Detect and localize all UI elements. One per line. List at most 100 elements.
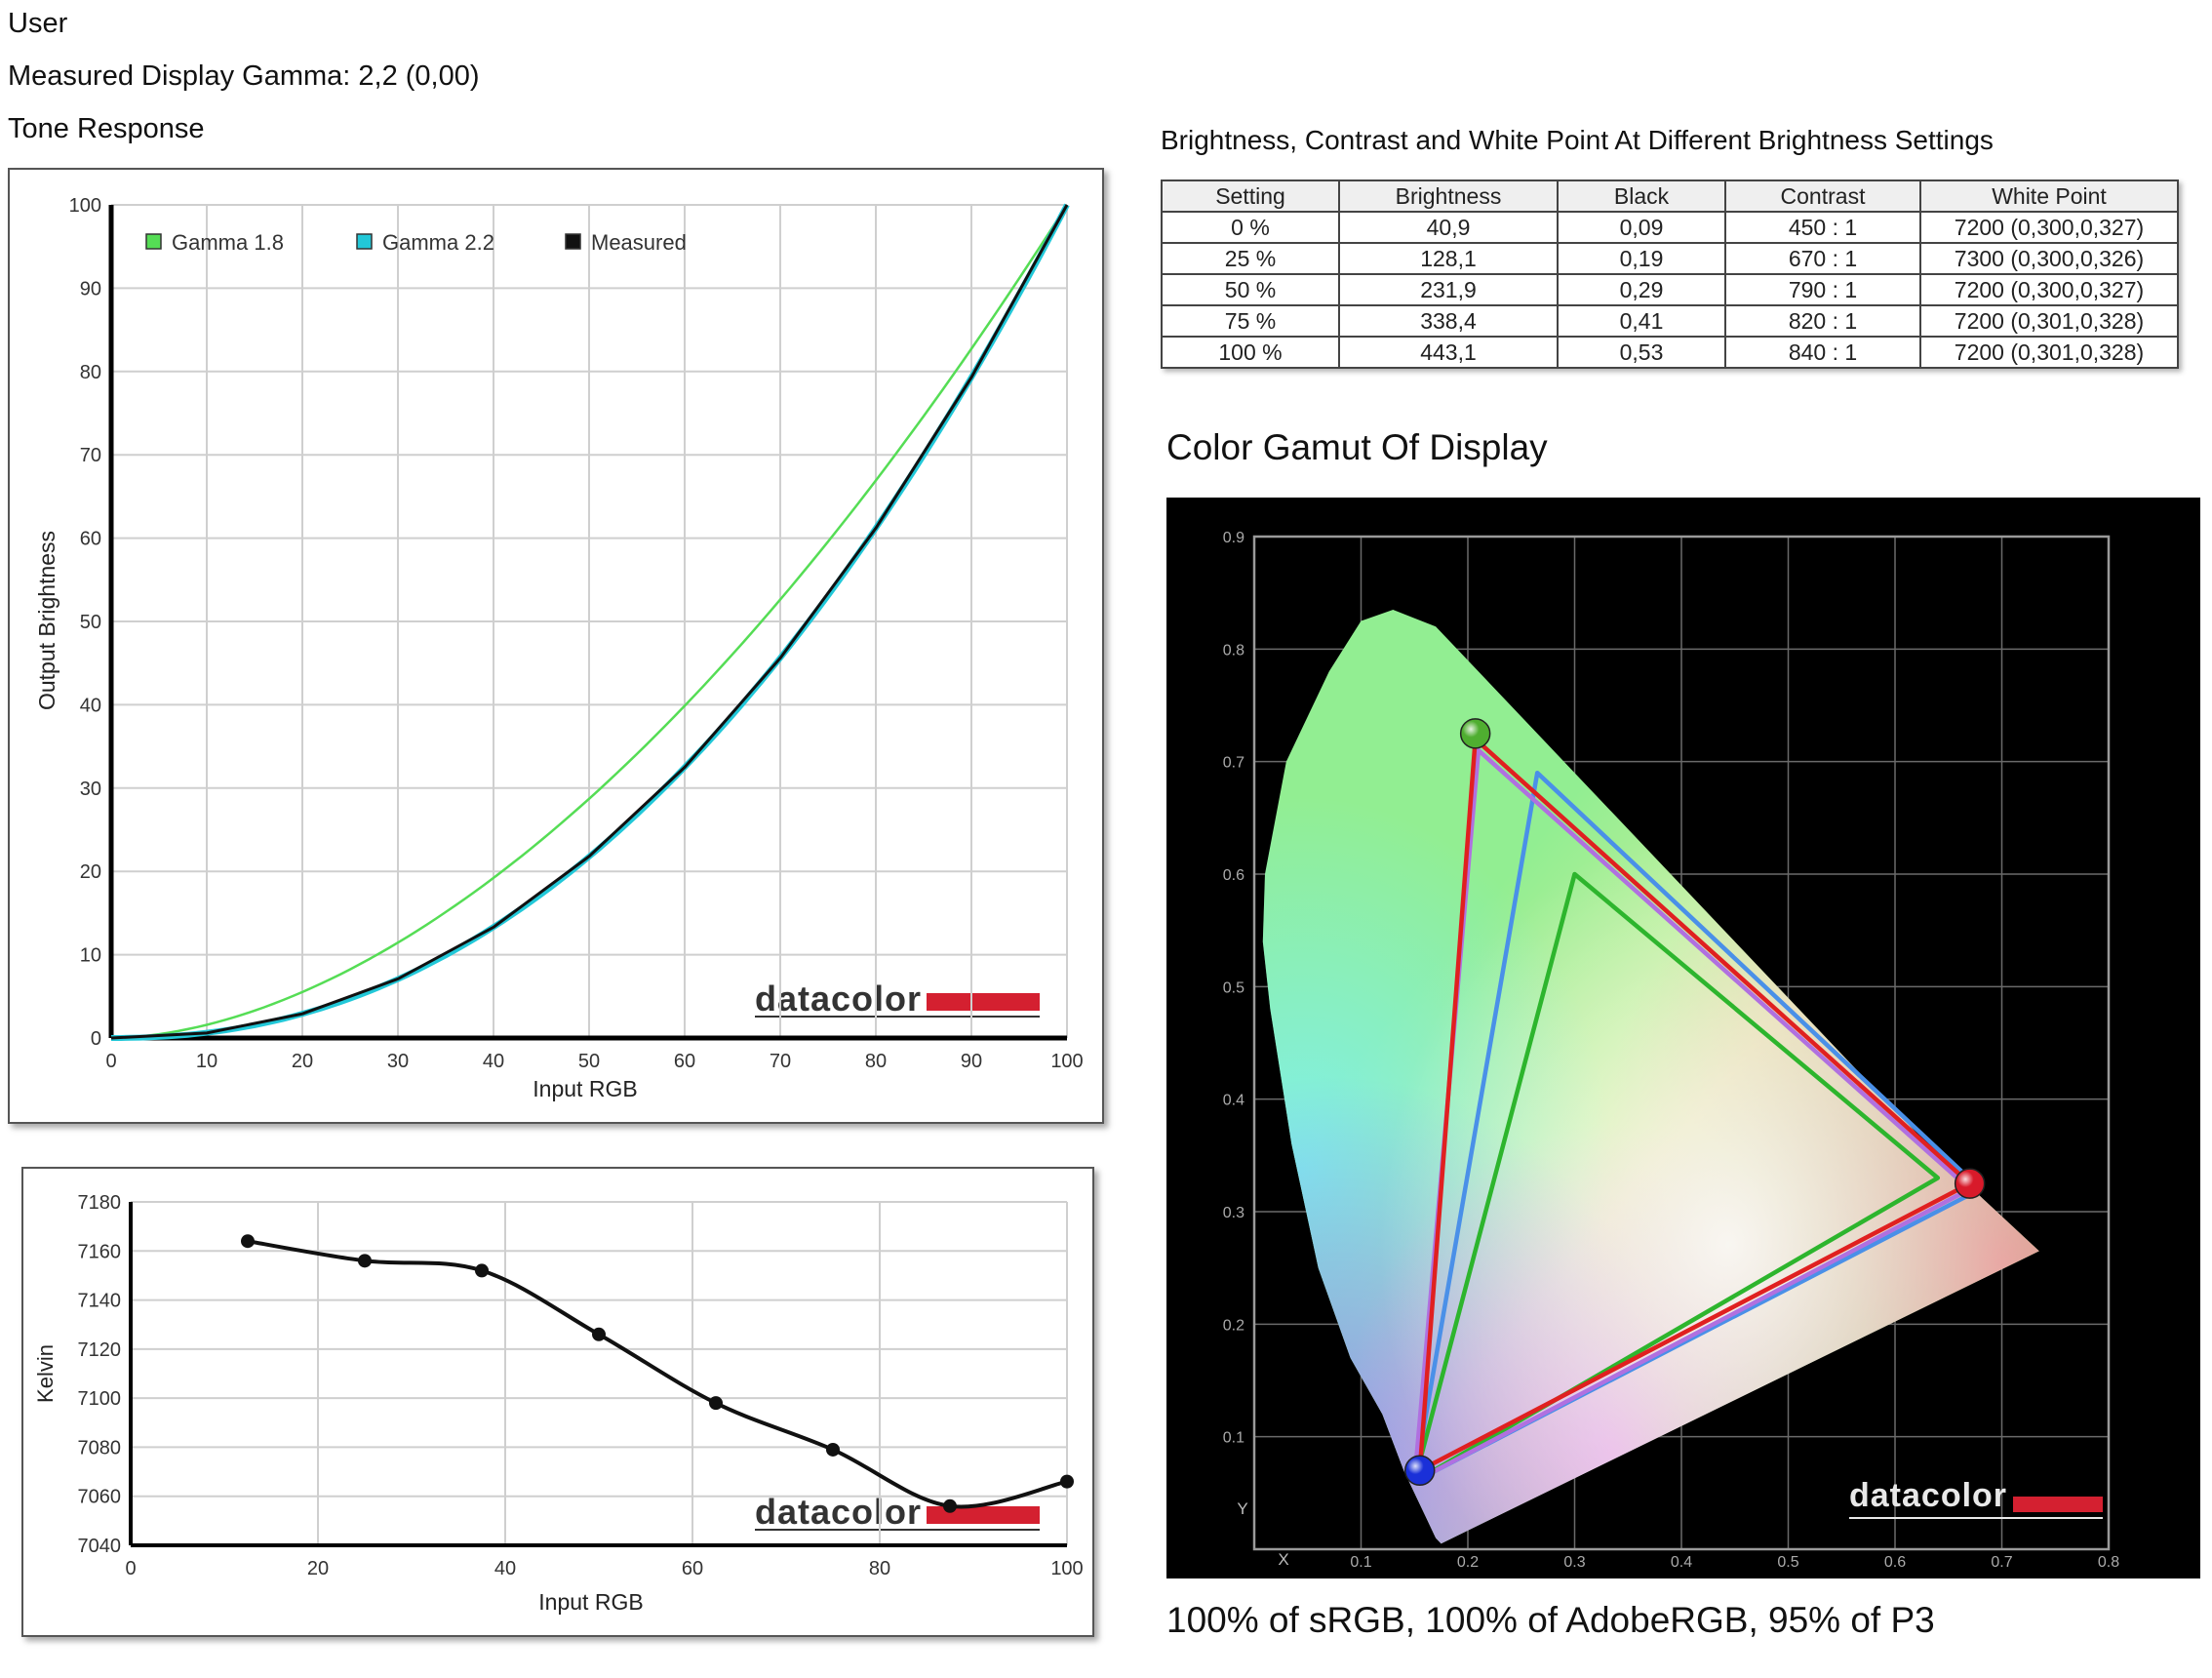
tone-response-chart: Output Brightness Input RGB datacolor 0 1…	[34, 195, 1084, 1101]
kelvin-data-point	[241, 1234, 255, 1249]
tone-response-panel: Output Brightness Input RGB datacolor 0 1…	[8, 168, 1104, 1124]
tone-ytick-label: 10	[80, 945, 101, 967]
table-cell: 7200 (0,300,0,327)	[1919, 211, 2179, 244]
kelvin-chart: Kelvin Input RGB datacolor 7040 7060 7080 7…	[33, 1192, 1084, 1615]
table-header: White Point	[1919, 180, 2179, 213]
tone-ytick-label: 60	[80, 529, 101, 550]
gamut-title: Color Gamut Of Display	[1166, 427, 1548, 467]
tone-xtick-label: 60	[674, 1051, 695, 1072]
table-cell: 7200 (0,301,0,328)	[1919, 304, 2179, 338]
gamut-xtick-label: 0.4	[1671, 1554, 1692, 1571]
gamut-xtick-label: 0.6	[1884, 1554, 1906, 1571]
tone-response-title: Tone Response	[8, 113, 205, 144]
kelvin-data-point	[592, 1327, 606, 1341]
kelvin-ylabel: Kelvin	[33, 1344, 58, 1403]
gamut-ytick-label: 0.9	[1223, 530, 1244, 546]
gamut-brand-logo: datacolor	[1849, 1477, 2007, 1514]
tone-xtick-label: 20	[292, 1051, 313, 1072]
tone-legend-label: Gamma 2.2	[382, 230, 494, 255]
kelvin-data-point	[358, 1254, 372, 1268]
gamut-triangle	[1417, 737, 1972, 1473]
gamut-xtick-label: 0.3	[1563, 1554, 1585, 1571]
table-header: Black	[1557, 180, 1726, 213]
gamut-xlabel: X	[1278, 1550, 1288, 1569]
kelvin-xtick-label: 0	[125, 1558, 136, 1579]
table-cell: 7200 (0,300,0,327)	[1919, 273, 2179, 306]
kelvin-data-point	[709, 1396, 723, 1411]
kelvin-ytick-label: 7080	[78, 1437, 122, 1458]
gamut-triangle	[1411, 871, 1941, 1485]
table-cell: 40,9	[1338, 211, 1559, 244]
kelvin-data-point	[826, 1442, 840, 1457]
table-cell: 790 : 1	[1724, 273, 1921, 306]
gamut-plot-frame	[1252, 535, 2111, 1551]
table-row: 25 % 128,1 0,19 670 : 1 7300 (0,300,0,32…	[1161, 242, 2179, 275]
kelvin-series-line	[247, 1239, 1068, 1509]
tone-brand-logo: datacolor	[755, 979, 922, 1019]
table-cell: 75 %	[1161, 304, 1340, 338]
tone-ylabel: Output Brightness	[34, 531, 59, 710]
table-header: Setting	[1161, 180, 1340, 213]
gamut-ytick-label: 0.7	[1223, 755, 1244, 772]
kelvin-xtick-label: 80	[869, 1558, 890, 1579]
gamut-ytick-label: 0.3	[1223, 1205, 1244, 1221]
gamut-ytick-label: 0.8	[1223, 642, 1244, 659]
tone-legend-swatch	[565, 233, 581, 250]
gamut-xtick-label: 0.1	[1350, 1554, 1371, 1571]
kelvin-ytick-label: 7100	[78, 1388, 122, 1410]
user-label: User	[8, 8, 68, 39]
tone-ytick-label: 70	[80, 445, 101, 466]
brightness-table: Setting Brightness Black Contrast White …	[1161, 180, 2179, 369]
tone-legend-swatch	[145, 233, 162, 250]
tone-ytick-label: 50	[80, 612, 101, 633]
table-cell: 338,4	[1338, 304, 1559, 338]
table-cell: 0,41	[1557, 304, 1726, 338]
table-cell: 820 : 1	[1724, 304, 1921, 338]
table-cell: 100 %	[1161, 336, 1340, 369]
tone-xlabel: Input RGB	[533, 1076, 637, 1101]
kelvin-ytick-label: 7040	[78, 1536, 122, 1557]
kelvin-xtick-label: 40	[494, 1558, 516, 1579]
table-cell: 25 %	[1161, 242, 1340, 275]
table-cell: 231,9	[1338, 273, 1559, 306]
gamut-xtick-label: 0.7	[1991, 1554, 2012, 1571]
tone-series-line	[110, 204, 1069, 1040]
table-cell: 128,1	[1338, 242, 1559, 275]
gamma-readout: Measured Display Gamma: 2,2 (0,00)	[8, 60, 480, 92]
tone-xtick-label: 30	[387, 1051, 409, 1072]
kelvin-brand-logo: datacolor	[755, 1492, 922, 1532]
tone-ytick-label: 0	[91, 1028, 101, 1050]
gamut-xtick-label: 0.2	[1457, 1554, 1479, 1571]
kelvin-xtick-label: 60	[682, 1558, 703, 1579]
tone-ytick-label: 90	[80, 278, 101, 300]
table-cell: 0 %	[1161, 211, 1340, 244]
kelvin-ytick-label: 7120	[78, 1339, 122, 1361]
tone-series-line	[110, 204, 1069, 1040]
tone-ytick-label: 30	[80, 779, 101, 800]
kelvin-data-point	[475, 1263, 489, 1278]
table-cell: 7200 (0,301,0,328)	[1919, 336, 2179, 369]
tone-xtick-label: 100	[1050, 1051, 1083, 1072]
kelvin-brand-bar	[927, 1506, 1040, 1524]
tone-xtick-label: 0	[105, 1051, 116, 1072]
table-row: 0 % 40,9 0,09 450 : 1 7200 (0,300,0,327)	[1161, 211, 2179, 244]
tone-xtick-label: 40	[483, 1051, 504, 1072]
tone-ytick-label: 100	[69, 195, 101, 217]
table-cell: 450 : 1	[1724, 211, 1921, 244]
gamut-triangle	[1411, 770, 1983, 1485]
table-cell: 670 : 1	[1724, 242, 1921, 275]
primary-marker-highlight	[1460, 718, 1490, 748]
spectral-locus	[1262, 610, 2039, 1544]
gamut-chart: 0.1 0.2 0.3 0.4 0.5 0.6 0.7 0.8 0.1 0.2 0.3 0.4 0.5 0…	[1223, 530, 2119, 1571]
tone-xtick-label: 90	[961, 1051, 982, 1072]
gamut-ytick-label: 0.2	[1223, 1317, 1244, 1334]
tone-xtick-label: 10	[196, 1051, 217, 1072]
kelvin-panel: Kelvin Input RGB datacolor 7040 7060 7080 7…	[21, 1167, 1094, 1637]
kelvin-data-point	[943, 1498, 957, 1513]
table-header: Contrast	[1724, 180, 1921, 213]
gamut-panel: 0.1 0.2 0.3 0.4 0.5 0.6 0.7 0.8 0.1 0.2 0.3 0.4 0.5 0…	[1166, 498, 2200, 1578]
tone-ytick-label: 40	[80, 695, 101, 716]
tone-legend-swatch	[356, 233, 373, 250]
table-row: 75 % 338,4 0,41 820 : 1 7200 (0,301,0,32…	[1161, 304, 2179, 338]
tone-ytick-label: 20	[80, 861, 101, 883]
